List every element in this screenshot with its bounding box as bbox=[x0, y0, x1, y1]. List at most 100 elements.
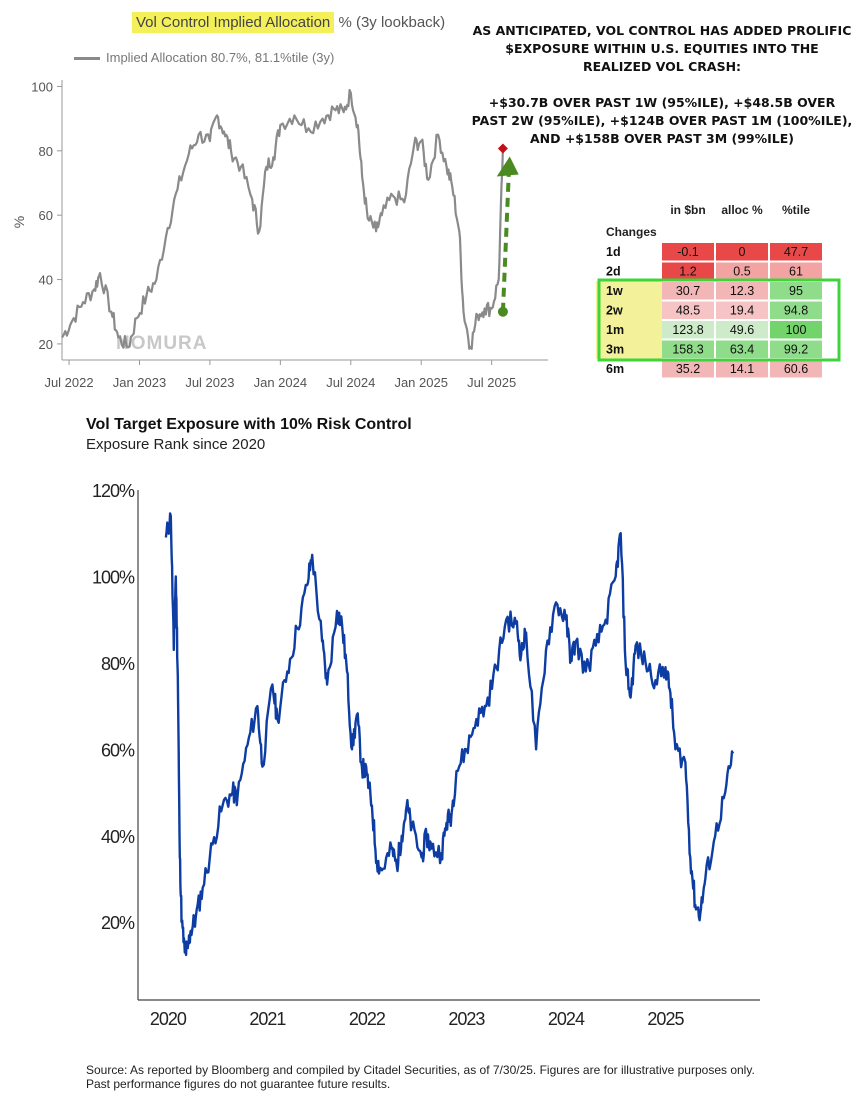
table-cell-bg bbox=[770, 282, 822, 300]
top-x-tick-label: Jan 2024 bbox=[254, 375, 308, 390]
table-cell-bg bbox=[716, 301, 768, 319]
top-chart-axes: 20 40 60 80 100 Jul 2022 Jan 2023 Jul 2023 Jan 2… bbox=[11, 79, 548, 390]
table-cell-bg bbox=[770, 360, 822, 378]
table-cell-value: 60.6 bbox=[784, 362, 808, 376]
top-chart: 20 40 60 80 100 Jul 2022 Jan 2023 Jul 2023 Jan 2… bbox=[11, 79, 548, 390]
bottom-chart-title: Vol Target Exposure with 10% Risk Contro… bbox=[86, 416, 412, 433]
bottom-x-tick-label: 2024 bbox=[548, 1009, 585, 1029]
table-cell-value: 0 bbox=[739, 245, 746, 259]
top-y-tick-label: 40 bbox=[39, 273, 53, 288]
table-cell-value: 94.8 bbox=[784, 304, 808, 318]
table-cell-bg bbox=[770, 243, 822, 261]
dashed-arrow-line bbox=[500, 174, 511, 312]
table-row-highlight bbox=[596, 300, 662, 320]
top-x-tick-label: Jul 2022 bbox=[44, 375, 93, 390]
bottom-chart-series bbox=[164, 512, 735, 957]
table-cell-value: 99.2 bbox=[784, 343, 808, 357]
top-x-tick-label: Jan 2023 bbox=[113, 375, 167, 390]
table-cell-value: 49.6 bbox=[730, 323, 754, 337]
bottom-chart-subtitle: Exposure Rank since 2020 bbox=[86, 436, 266, 453]
table-row-highlight bbox=[596, 320, 662, 340]
bottom-chart: 20% 40% 60% 80% 100% 120% 2020 2021 2022 2023 2024… bbox=[92, 481, 760, 1029]
top-chart-legend: Implied Allocation 80.7%, 81.1%tile (3y) bbox=[74, 50, 334, 65]
arrow-head bbox=[496, 156, 519, 177]
table-cell-bg bbox=[716, 243, 768, 261]
table-col-header: %tile bbox=[782, 203, 810, 217]
table-row-highlight bbox=[596, 339, 662, 359]
bottom-x-tick-label: 2025 bbox=[647, 1009, 684, 1029]
table-cell-bg bbox=[770, 321, 822, 339]
table-cell-bg bbox=[716, 340, 768, 358]
annotation-line2: +$30.7B OVER PAST 1W (95%ILE), +$48.5B O… bbox=[471, 95, 853, 146]
table-cell-bg bbox=[662, 243, 714, 261]
table-cell-value: 95 bbox=[789, 284, 803, 298]
table-cell-bg bbox=[662, 262, 714, 280]
table-cell-bg bbox=[662, 340, 714, 358]
legend-label: Implied Allocation 80.7%, 81.1%tile (3y) bbox=[106, 50, 335, 65]
table-row-label: 6m bbox=[606, 362, 624, 376]
nomura-watermark: NOMURA bbox=[116, 333, 208, 354]
bottom-y-tick-label: 20% bbox=[101, 913, 135, 933]
implied-allocation-line bbox=[61, 88, 504, 350]
top-chart-annotations bbox=[496, 143, 519, 317]
table-cell-value: 158.3 bbox=[672, 343, 703, 357]
top-chart-title: Vol Control Implied Allocation % (3y loo… bbox=[132, 12, 446, 33]
table-cell-value: 30.7 bbox=[676, 284, 700, 298]
annotation-line1: AS ANTICIPATED, VOL CONTROL HAS ADDED PR… bbox=[472, 23, 852, 74]
top-x-tick-label: Jul 2023 bbox=[185, 375, 234, 390]
arrow-start-dot bbox=[497, 306, 508, 317]
table-cell-value: 12.3 bbox=[730, 284, 754, 298]
table-cell-bg bbox=[716, 262, 768, 280]
table-cell-bg bbox=[716, 321, 768, 339]
bottom-x-tick-label: 2022 bbox=[349, 1009, 386, 1029]
top-y-tick-label: 80 bbox=[39, 144, 53, 159]
table-row-label: 3m bbox=[606, 343, 624, 357]
table-row-label: 1d bbox=[606, 245, 621, 259]
bottom-y-tick-label: 80% bbox=[101, 654, 135, 674]
table-cell-value: 19.4 bbox=[730, 304, 754, 318]
table-row-label: 2d bbox=[606, 265, 621, 279]
table-cell-value: 100 bbox=[786, 323, 807, 337]
table-cell-value: 61 bbox=[789, 265, 803, 279]
table-corner-label: Changes bbox=[606, 225, 657, 239]
legend-swatch bbox=[74, 57, 100, 61]
table-row-label: 1m bbox=[606, 323, 624, 337]
table-cell-value: 63.4 bbox=[730, 343, 754, 357]
top-chart-series bbox=[61, 88, 504, 350]
bottom-y-tick-label: 60% bbox=[101, 740, 135, 760]
table-cell-value: 35.2 bbox=[676, 362, 700, 376]
top-y-tick-label: 100 bbox=[31, 79, 53, 94]
top-x-tick-label: Jul 2025 bbox=[467, 375, 516, 390]
bottom-y-tick-label: 120% bbox=[92, 481, 135, 501]
top-y-axis-label: % bbox=[11, 216, 27, 228]
bottom-x-tick-label: 2023 bbox=[448, 1009, 485, 1029]
table-cell-bg bbox=[770, 301, 822, 319]
table-row-highlight bbox=[596, 281, 662, 301]
changes-table: Changes in $bn alloc % %tile 1d -0.1 0 47.7 2d 1.… bbox=[596, 203, 841, 378]
table-cell-value: 1.2 bbox=[679, 265, 696, 279]
table-cell-bg bbox=[662, 282, 714, 300]
top-y-tick-label: 60 bbox=[39, 208, 53, 223]
table-cell-bg bbox=[770, 340, 822, 358]
table-cell-value: -0.1 bbox=[677, 245, 699, 259]
table-col-header: alloc % bbox=[721, 203, 763, 217]
bottom-y-tick-label: 40% bbox=[101, 827, 135, 847]
table-cell-value: 123.8 bbox=[672, 323, 703, 337]
table-cell-bg bbox=[662, 321, 714, 339]
table-col-header: in $bn bbox=[670, 203, 705, 217]
table-cell-value: 0.5 bbox=[733, 265, 750, 279]
table-cell-bg bbox=[662, 360, 714, 378]
table-cell-bg bbox=[716, 360, 768, 378]
top-x-tick-label: Jan 2025 bbox=[394, 375, 448, 390]
bottom-x-tick-label: 2021 bbox=[249, 1009, 286, 1029]
top-x-tick-label: Jul 2024 bbox=[326, 375, 375, 390]
top-chart-title-rest: % (3y lookback) bbox=[334, 14, 446, 31]
source-note: Source: As reported by Bloomberg and com… bbox=[86, 1063, 755, 1091]
top-chart-title-highlight: Vol Control Implied Allocation bbox=[132, 12, 335, 33]
table-cell-value: 14.1 bbox=[730, 362, 754, 376]
table-cell-bg bbox=[662, 301, 714, 319]
table-highlight-box bbox=[597, 278, 841, 362]
table-cell-bg bbox=[716, 282, 768, 300]
bottom-y-tick-label: 100% bbox=[92, 567, 135, 587]
table-cell-value: 47.7 bbox=[784, 245, 808, 259]
